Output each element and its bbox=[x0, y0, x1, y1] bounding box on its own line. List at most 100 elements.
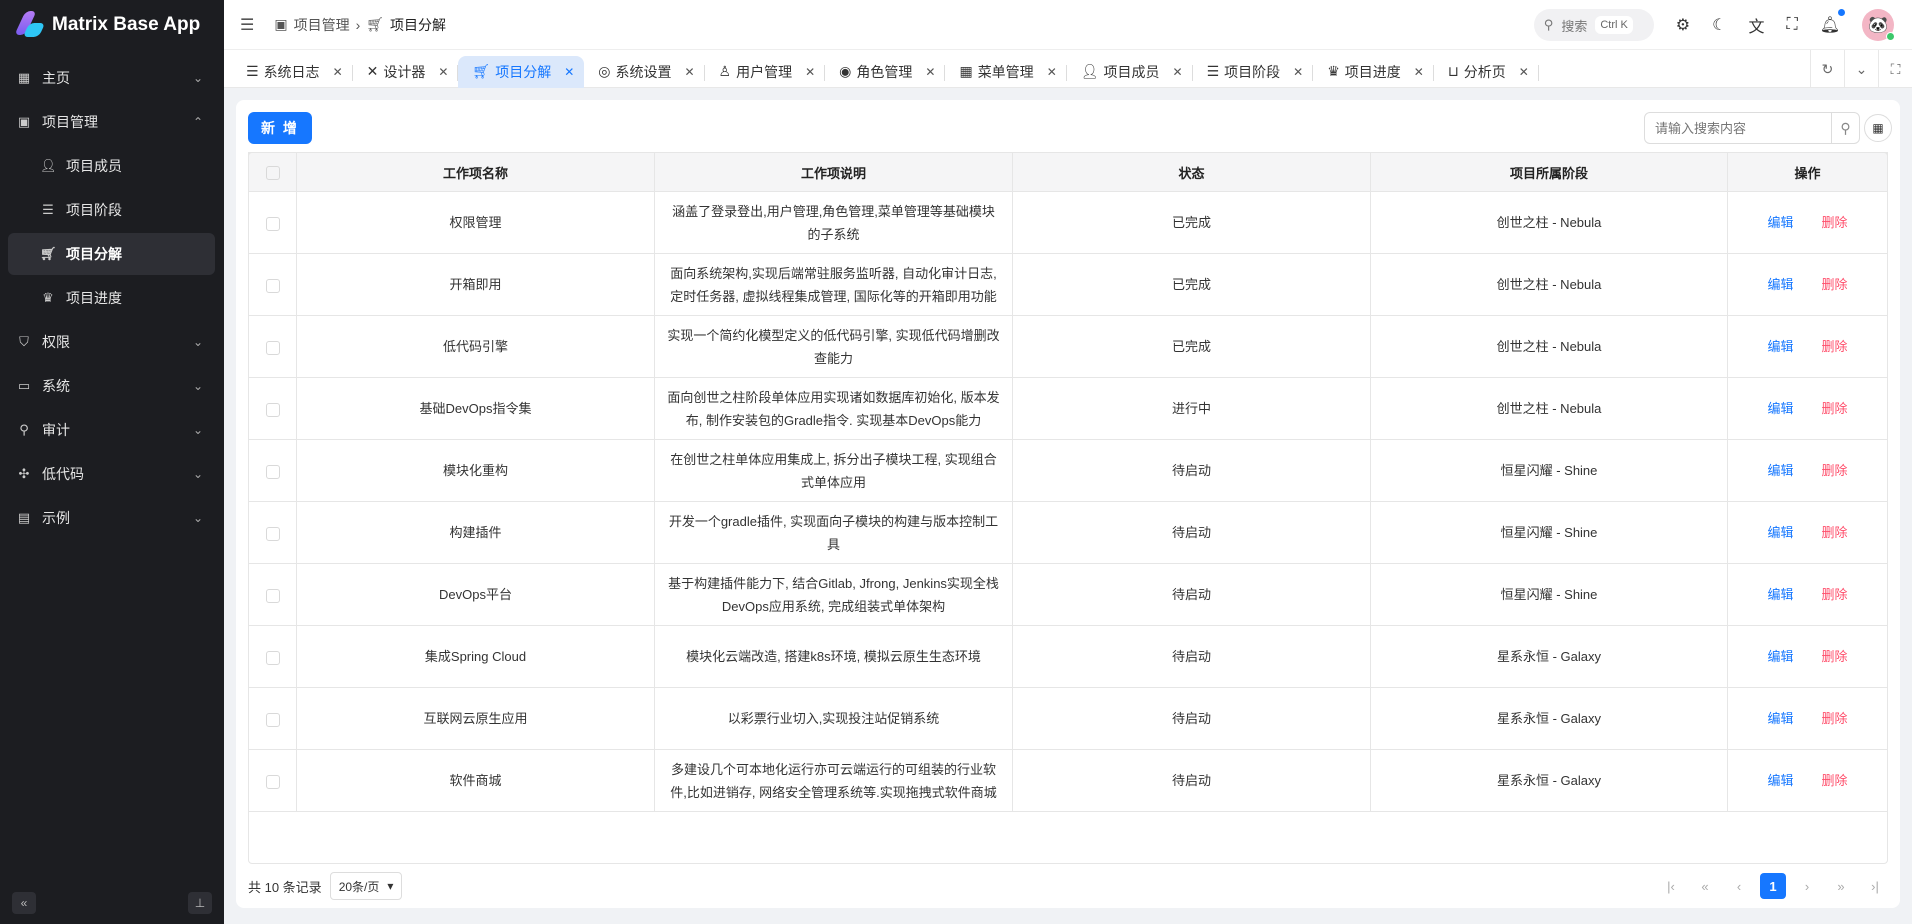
tab[interactable]: ✕ 设计器 ✕ bbox=[353, 56, 459, 88]
close-icon[interactable]: ✕ bbox=[564, 64, 575, 79]
prev-group-icon[interactable]: « bbox=[1701, 878, 1709, 894]
next-page-icon[interactable]: › bbox=[1804, 878, 1810, 894]
tab[interactable]: 👤︎ 项目成员 ✕ bbox=[1067, 56, 1193, 88]
collapse-sidebar-button[interactable]: « bbox=[12, 892, 36, 914]
edit-link[interactable]: 编辑 bbox=[1767, 215, 1794, 230]
page-number[interactable]: 1 bbox=[1760, 873, 1786, 899]
delete-link[interactable]: 删除 bbox=[1821, 339, 1848, 354]
sidebar-item[interactable]: ✣ 低代码 ⌄ bbox=[8, 453, 215, 495]
edit-link[interactable]: 编辑 bbox=[1767, 587, 1794, 602]
edit-link[interactable]: 编辑 bbox=[1767, 463, 1794, 478]
menu-toggle-icon[interactable]: ☰ bbox=[240, 16, 255, 34]
tab[interactable]: ☰ 系统日志 ✕ bbox=[232, 56, 353, 88]
add-button[interactable]: 新 增 bbox=[248, 112, 312, 144]
search-input[interactable] bbox=[1645, 113, 1831, 143]
sidebar-item[interactable]: ▦ 主页 ⌄ bbox=[8, 57, 215, 99]
delete-link[interactable]: 删除 bbox=[1821, 711, 1848, 726]
delete-link[interactable]: 删除 bbox=[1821, 215, 1848, 230]
row-checkbox[interactable] bbox=[265, 712, 280, 727]
column-settings-icon[interactable]: ▦ bbox=[1864, 114, 1892, 142]
row-checkbox[interactable] bbox=[265, 464, 280, 479]
delete-link[interactable]: 删除 bbox=[1821, 649, 1848, 664]
tab[interactable]: ▦ 菜单管理 ✕ bbox=[945, 56, 1068, 88]
row-checkbox[interactable] bbox=[265, 402, 280, 417]
bell-icon[interactable]: 🔔︎ bbox=[1820, 9, 1845, 35]
close-icon[interactable]: ✕ bbox=[438, 64, 449, 79]
cell-stage: 恒星闪耀 - Shine bbox=[1370, 501, 1728, 564]
last-page-icon[interactable]: ›| bbox=[1871, 878, 1879, 894]
chevron-down-icon[interactable]: ⌄ bbox=[1844, 50, 1878, 88]
sidebar-item[interactable]: 🛒︎ 项目分解 bbox=[8, 233, 215, 275]
row-checkbox[interactable] bbox=[265, 526, 280, 541]
close-icon[interactable]: ✕ bbox=[1046, 64, 1057, 79]
sidebar-item[interactable]: ▤ 示例 ⌄ bbox=[8, 497, 215, 539]
close-icon[interactable]: ✕ bbox=[805, 64, 816, 79]
edit-link[interactable]: 编辑 bbox=[1767, 711, 1794, 726]
tab-label: 系统设置 bbox=[615, 63, 672, 80]
row-checkbox[interactable] bbox=[265, 774, 280, 789]
sidebar-item[interactable]: ☰ 项目阶段 bbox=[8, 189, 215, 231]
row-checkbox[interactable] bbox=[265, 588, 280, 603]
close-icon[interactable]: ✕ bbox=[1413, 64, 1424, 79]
avatar[interactable]: 🐼 bbox=[1862, 9, 1895, 41]
sidebar-item[interactable]: ▭ 系统 ⌄ bbox=[8, 365, 215, 407]
fullscreen-icon[interactable]: ⛶ bbox=[1786, 16, 1798, 33]
delete-link[interactable]: 删除 bbox=[1821, 525, 1848, 540]
gear-icon[interactable]: ⚙ bbox=[1675, 17, 1691, 34]
tab[interactable]: ◉ 角色管理 ✕ bbox=[825, 56, 946, 88]
tab[interactable]: ♛ 项目进度 ✕ bbox=[1313, 56, 1434, 88]
delete-link[interactable]: 删除 bbox=[1821, 463, 1848, 478]
translate-icon[interactable]: 文 bbox=[1748, 19, 1765, 36]
user-icon: ♙ bbox=[718, 63, 732, 79]
maximize-icon[interactable]: ⛶ bbox=[1878, 50, 1912, 88]
delete-link[interactable]: 删除 bbox=[1821, 773, 1848, 788]
edit-link[interactable]: 编辑 bbox=[1767, 773, 1794, 788]
tab[interactable]: ◎ 系统设置 ✕ bbox=[584, 56, 705, 88]
app-logo[interactable]: Matrix Base App bbox=[0, 0, 224, 50]
tab[interactable]: ⊔ 分析页 ✕ bbox=[1434, 56, 1539, 88]
delete-link[interactable]: 删除 bbox=[1821, 401, 1848, 416]
sidebar-item[interactable]: ♛ 项目进度 bbox=[8, 277, 215, 319]
page-size-select[interactable]: 20条/页 ▾ bbox=[329, 872, 403, 900]
tab[interactable]: ☰ 项目阶段 ✕ bbox=[1193, 56, 1314, 88]
prev-page-icon[interactable]: ‹ bbox=[1736, 878, 1742, 894]
breadcrumb-item[interactable]: 项目管理 bbox=[293, 16, 350, 33]
close-icon[interactable]: ✕ bbox=[1293, 64, 1304, 79]
edit-link[interactable]: 编辑 bbox=[1767, 649, 1794, 664]
delete-link[interactable]: 删除 bbox=[1821, 277, 1848, 292]
cell-stage: 恒星闪耀 - Shine bbox=[1370, 563, 1728, 626]
tab[interactable]: 🛒︎ 项目分解 ✕ bbox=[458, 55, 585, 88]
sidebar-item[interactable]: 👤︎ 项目成员 bbox=[8, 145, 215, 187]
edit-link[interactable]: 编辑 bbox=[1767, 277, 1794, 292]
cell-stage: 星系永恒 - Galaxy bbox=[1370, 749, 1728, 812]
global-search[interactable]: ⚲ 搜索 Ctrl K bbox=[1533, 9, 1654, 41]
search-icon[interactable]: ⚲ bbox=[1831, 113, 1859, 143]
sidebar-item-label: 项目分解 bbox=[66, 246, 122, 262]
edit-link[interactable]: 编辑 bbox=[1767, 339, 1794, 354]
next-group-icon[interactable]: » bbox=[1837, 878, 1845, 894]
row-checkbox[interactable] bbox=[265, 340, 280, 355]
first-page-icon[interactable]: |‹ bbox=[1667, 878, 1675, 894]
close-icon[interactable]: ✕ bbox=[1518, 64, 1529, 79]
row-checkbox[interactable] bbox=[265, 650, 280, 665]
close-icon[interactable]: ✕ bbox=[684, 64, 695, 79]
tab[interactable]: ♙ 用户管理 ✕ bbox=[705, 56, 826, 88]
cell-name: 基础DevOps指令集 bbox=[296, 377, 655, 440]
close-icon[interactable]: ✕ bbox=[332, 64, 343, 79]
select-all-checkbox[interactable] bbox=[265, 165, 280, 180]
close-icon[interactable]: ✕ bbox=[1172, 64, 1183, 79]
sidebar-item-label: 审计 bbox=[42, 422, 70, 438]
sidebar-item[interactable]: ⛉ 权限 ⌄ bbox=[8, 321, 215, 363]
sidebar-item[interactable]: ▣ 项目管理 ⌃ bbox=[8, 101, 215, 143]
refresh-icon[interactable]: ↻ bbox=[1810, 50, 1844, 88]
edit-link[interactable]: 编辑 bbox=[1767, 525, 1794, 540]
row-checkbox[interactable] bbox=[265, 278, 280, 293]
pin-icon[interactable]: ⊥ bbox=[188, 892, 212, 914]
delete-link[interactable]: 删除 bbox=[1821, 587, 1848, 602]
sidebar-item[interactable]: ⚲ 审计 ⌄ bbox=[8, 409, 215, 451]
table-row: 集成Spring Cloud 模块化云端改造, 搭建k8s环境, 模拟云原生生态… bbox=[248, 625, 1888, 688]
row-checkbox[interactable] bbox=[265, 216, 280, 231]
moon-icon[interactable]: ☾ bbox=[1712, 17, 1727, 34]
close-icon[interactable]: ✕ bbox=[925, 64, 936, 79]
edit-link[interactable]: 编辑 bbox=[1767, 401, 1794, 416]
